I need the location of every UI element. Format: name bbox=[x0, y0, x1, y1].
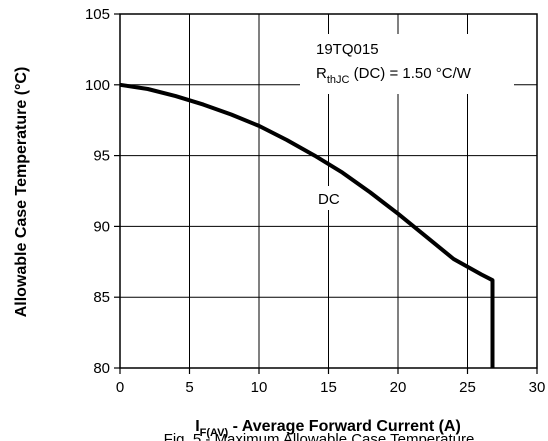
x-axis-ticks: 0 5 10 15 20 25 30 bbox=[116, 368, 546, 396]
x-tick-label: 20 bbox=[390, 379, 407, 396]
x-axis-label-main: I bbox=[195, 418, 199, 435]
y-tick-label: 105 bbox=[85, 6, 110, 23]
rth-label: RthJC (DC) = 1.50 °C/W bbox=[316, 65, 472, 86]
figure-caption: Fig. 5 - Maximum Allowable Case Temperat… bbox=[164, 431, 475, 441]
series-line-dc bbox=[119, 82, 495, 368]
chart-series bbox=[119, 82, 495, 368]
x-axis-label-subscript: F(AV) bbox=[200, 427, 229, 439]
y-tick-label: 90 bbox=[93, 218, 110, 235]
annotation-background bbox=[300, 34, 514, 94]
y-tick-label: 85 bbox=[93, 289, 110, 306]
y-tick-label: 95 bbox=[93, 148, 110, 165]
curve-label-dc: DC bbox=[318, 191, 340, 208]
y-axis-ticks: 80 85 90 95 100 105 bbox=[85, 6, 120, 377]
rth-rest: (DC) = 1.50 °C/W bbox=[349, 65, 471, 82]
plot-frame bbox=[119, 13, 538, 369]
y-axis-label: Allowable Case Temperature (°C) bbox=[13, 67, 30, 318]
x-tick-label: 15 bbox=[320, 379, 337, 396]
x-tick-label: 5 bbox=[185, 379, 193, 396]
y-tick-label: 80 bbox=[93, 360, 110, 377]
x-tick-label: 0 bbox=[116, 379, 124, 396]
x-tick-label: 25 bbox=[459, 379, 476, 396]
x-axis-label-rest: - Average Forward Current (A) bbox=[228, 418, 461, 435]
curve-label-background bbox=[312, 186, 352, 210]
x-axis-label: IF(AV) - Average Forward Current (A) bbox=[195, 418, 461, 439]
x-tick-label: 10 bbox=[251, 379, 268, 396]
x-tick-label: 30 bbox=[529, 379, 546, 396]
y-tick-label: 100 bbox=[85, 77, 110, 94]
rth-subscript: thJC bbox=[327, 74, 350, 86]
rth-main: R bbox=[316, 65, 327, 82]
device-label: 19TQ015 bbox=[316, 41, 379, 58]
